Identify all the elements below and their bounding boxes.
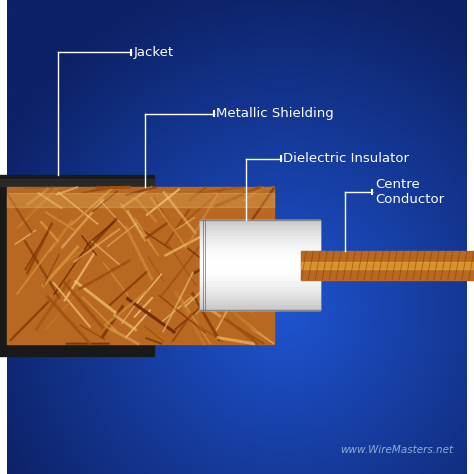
Bar [200,229,319,232]
Bar [200,223,319,227]
Bar [200,247,319,250]
Bar [200,283,319,286]
Bar [200,256,319,259]
Bar [8,187,274,344]
Bar [0,179,155,186]
Bar [200,220,319,310]
Bar [200,250,319,254]
Bar [200,265,319,268]
Bar [200,304,319,308]
Bar [200,277,319,281]
Bar [200,299,319,301]
Bar [200,232,319,236]
Text: Jacket: Jacket [134,46,174,59]
Bar [200,290,319,292]
Bar [200,238,319,241]
Text: Dielectric Insulator: Dielectric Insulator [283,152,409,165]
Bar [0,175,155,356]
Bar [200,286,319,290]
Text: Metallic Shielding: Metallic Shielding [216,107,334,120]
Bar [200,292,319,295]
Bar [200,281,319,283]
Bar [200,308,319,310]
Bar [200,259,319,263]
Bar [200,272,319,274]
Bar [301,251,474,280]
Bar [200,254,319,256]
Bar [200,263,319,265]
Bar [200,268,319,272]
Bar [200,227,319,229]
Bar [301,262,474,269]
Bar [200,274,319,277]
Bar [200,295,319,299]
Text: www.WireMasters.net: www.WireMasters.net [340,445,453,455]
Bar [200,245,319,247]
Bar [200,220,319,223]
Text: Centre
Conductor: Centre Conductor [375,178,444,206]
Bar [8,193,274,207]
Bar [200,301,319,304]
Bar [200,241,319,245]
Bar [200,236,319,238]
